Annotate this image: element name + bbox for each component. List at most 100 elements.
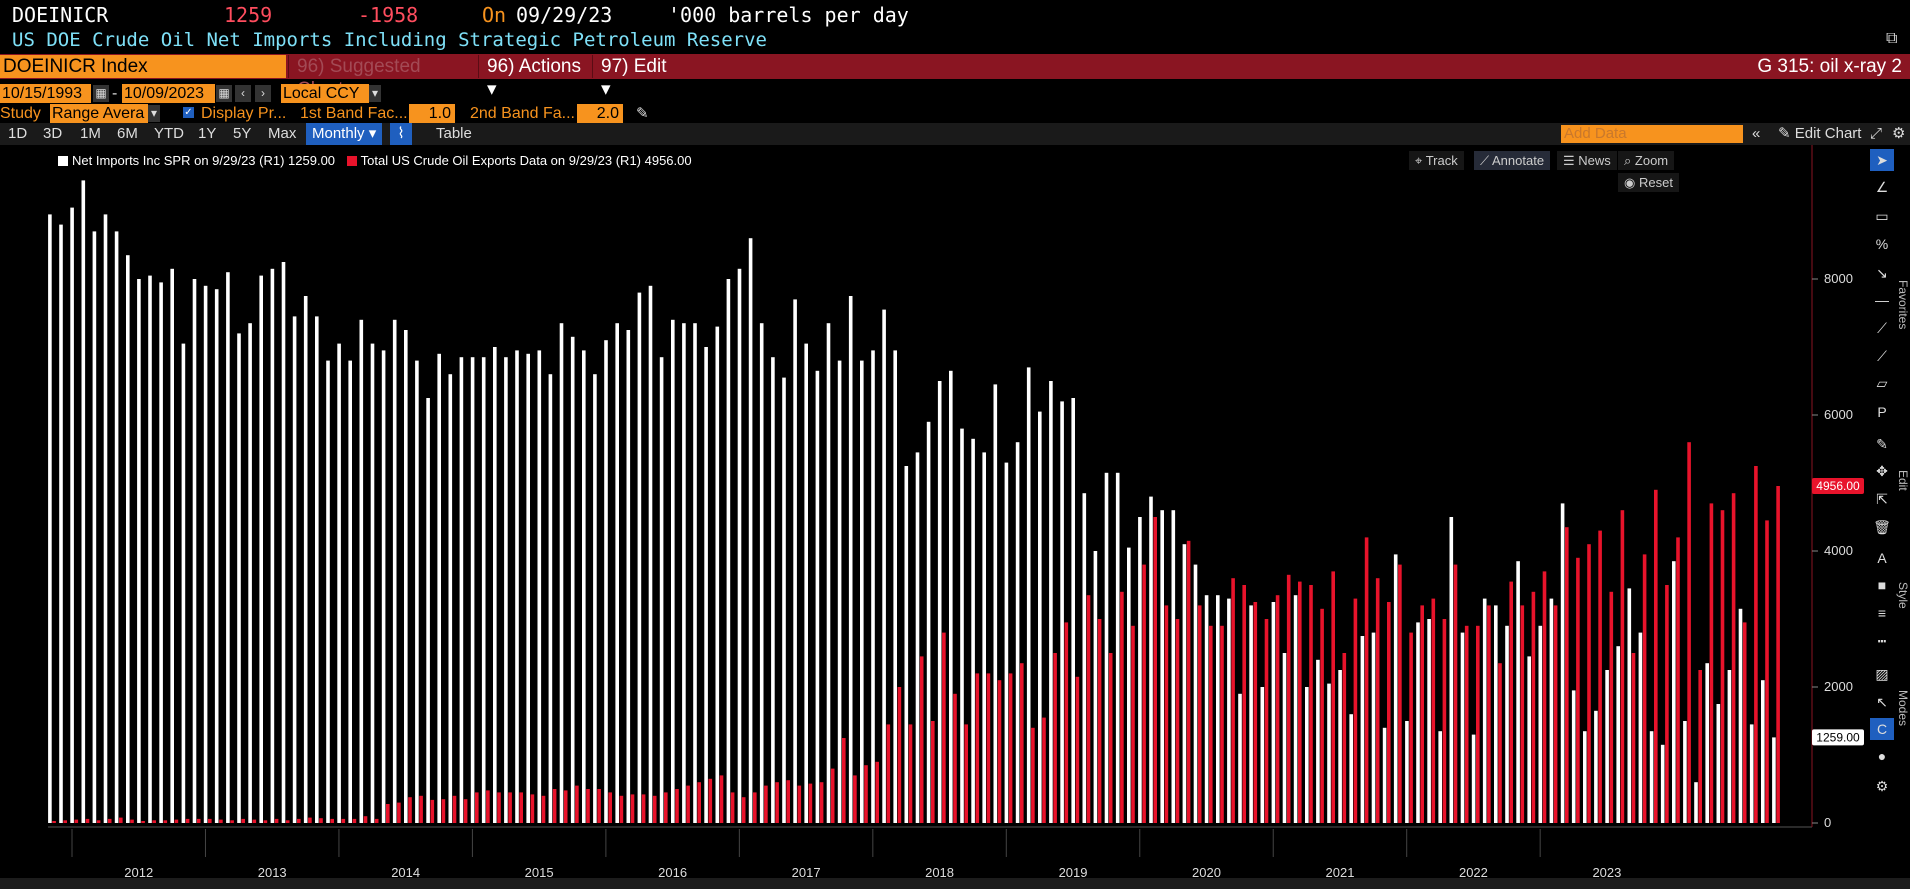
exports-bar [519, 792, 523, 823]
bar-chart[interactable]: 0 2000 4000 6000 8000 2012 2013 2014 2015 2016 201… [0, 145, 1868, 880]
text-tool-icon[interactable]: A [1877, 550, 1887, 566]
security-input[interactable]: DOEINICR Index [0, 55, 286, 78]
annotate-tool[interactable]: ⟋ Annotate [1474, 151, 1551, 170]
horizontal-line-icon[interactable]: — [1875, 292, 1889, 308]
fill-icon[interactable]: ■ [1877, 577, 1887, 593]
calendar-icon[interactable]: ▦ [93, 85, 109, 102]
pitchfork-icon[interactable]: P [1877, 404, 1887, 420]
reset-button[interactable]: ◉ Reset [1618, 173, 1679, 192]
imports-bar [470, 357, 475, 823]
zoom-tool[interactable]: ⌕ Zoom [1618, 151, 1675, 170]
prev-arrow-icon[interactable]: ‹ [235, 85, 251, 102]
period-6m[interactable]: 6M [117, 125, 138, 142]
band1-input[interactable]: 1.0 [409, 104, 455, 123]
suggested-charts-button[interactable]: 96) Suggested Charts [288, 55, 476, 100]
next-arrow-icon[interactable]: › [255, 85, 271, 102]
collapse-icon[interactable]: « [1752, 125, 1761, 142]
period-3d[interactable]: 3D [43, 125, 63, 142]
y-tick-label: 8000 [1824, 271, 1853, 286]
imports-bar [1038, 411, 1042, 823]
imports-bar [1271, 602, 1276, 823]
period-5y[interactable]: 5Y [233, 125, 252, 142]
trendline-icon[interactable]: ⟋ [1877, 320, 1887, 336]
exports-bar [1131, 625, 1135, 823]
exports-bar [1642, 554, 1647, 823]
display-checkbox[interactable]: ✓ [183, 107, 194, 118]
period-ytd[interactable]: YTD [154, 125, 184, 142]
gear-icon[interactable]: ⚙ [1892, 125, 1906, 142]
table-button[interactable]: Table [436, 125, 472, 142]
arrow-icon[interactable]: ↘ [1876, 265, 1888, 281]
chevron-down-icon[interactable]: ▾ [148, 105, 160, 122]
trash-icon[interactable]: 🗑 [1873, 519, 1891, 535]
start-date-field[interactable]: 10/15/1993 [0, 84, 91, 103]
track-tool[interactable]: ⌖ Track [1409, 151, 1464, 170]
line-tool-icon[interactable]: ∠ [1875, 179, 1889, 195]
period-max[interactable]: Max [268, 125, 297, 142]
exports-bar [1275, 595, 1280, 823]
popout-icon[interactable]: ⧉ [1886, 30, 1898, 47]
exports-bar [741, 797, 746, 823]
exports-bar [319, 818, 323, 823]
exports-bar [597, 789, 601, 823]
percent-tool-icon[interactable]: % [1875, 236, 1889, 252]
imports-bar [1405, 721, 1409, 823]
channel-icon[interactable]: ▱ [1876, 375, 1888, 391]
edit-tab[interactable]: Edit [1896, 470, 1910, 491]
add-data-input[interactable]: Add Data [1561, 125, 1743, 143]
cursor-mode-icon[interactable]: ↖ [1876, 694, 1888, 710]
exports-bar [274, 818, 279, 823]
edit-menu-button[interactable]: 97) Edit ▾ [592, 55, 678, 100]
period-1d[interactable]: 1D [8, 125, 28, 142]
hatch-icon[interactable]: ▨ [1875, 666, 1889, 682]
exports-bar [1020, 663, 1024, 823]
x-tick-label: 2012 [124, 865, 153, 880]
exports-bar [753, 792, 757, 823]
exports-bar [1086, 595, 1091, 823]
chevron-down-icon[interactable]: ▾ [369, 85, 381, 102]
exports-bar [1765, 520, 1769, 823]
imports-bar [159, 282, 163, 823]
actions-menu-button[interactable]: 96) Actions ▾ [478, 55, 590, 100]
exports-bar [1676, 537, 1680, 823]
imports-last-badge: 1259.00 [1816, 730, 1860, 744]
currency-select[interactable]: Local CCY [281, 84, 369, 103]
imports-bar [626, 330, 631, 823]
y-tick-label: 2000 [1824, 679, 1853, 694]
move-icon[interactable]: ✥ [1876, 463, 1888, 479]
line-style-icon[interactable]: ┅ [1877, 633, 1887, 649]
news-tool[interactable]: ☰ News [1557, 151, 1617, 170]
exports-bar [1053, 653, 1057, 823]
frequency-select[interactable]: Monthly ▾ [306, 123, 383, 145]
style-tab[interactable]: Style [1896, 582, 1910, 609]
ray-icon[interactable]: ⟋ [1877, 348, 1887, 364]
end-date-field[interactable]: 10/09/2023 [122, 84, 215, 103]
rectangle-icon[interactable]: ▭ [1875, 208, 1889, 224]
edit-chart-button[interactable]: ✎ Edit Chart [1778, 123, 1861, 145]
period-1m[interactable]: 1M [80, 125, 101, 142]
imports-bar [559, 323, 564, 823]
imports-bar [1060, 401, 1064, 823]
color-palette-icon[interactable]: ● [1877, 748, 1887, 764]
imports-bar [259, 275, 263, 824]
band2-input[interactable]: 2.0 [577, 104, 623, 123]
cursor-icon[interactable]: ➤ [1870, 149, 1894, 171]
study-select[interactable]: Range Avera [50, 104, 148, 123]
modes-tab[interactable]: Modes [1896, 690, 1910, 727]
x-tick-label: 2013 [258, 865, 287, 880]
magnet-icon[interactable]: C [1870, 718, 1894, 740]
select-icon[interactable]: ⇱ [1876, 491, 1888, 507]
exports-bar [1097, 619, 1102, 823]
gear-icon[interactable]: ⚙ [1875, 778, 1889, 794]
exports-bar [1531, 591, 1536, 823]
exports-last-badge-bg [1812, 477, 1864, 494]
brush-icon[interactable]: ✎ [1876, 436, 1888, 452]
pencil-icon[interactable]: ✎ [636, 105, 649, 122]
chart-type-icon[interactable]: ⌇ [390, 123, 412, 145]
calendar-icon[interactable]: ▦ [216, 85, 232, 102]
imports-bar [1616, 646, 1620, 823]
favorites-tab[interactable]: Favorites [1896, 280, 1910, 330]
period-1y[interactable]: 1Y [198, 125, 217, 142]
line-weight-icon[interactable]: ≡ [1877, 605, 1887, 621]
expand-icon[interactable]: ⤢ [1870, 125, 1883, 142]
